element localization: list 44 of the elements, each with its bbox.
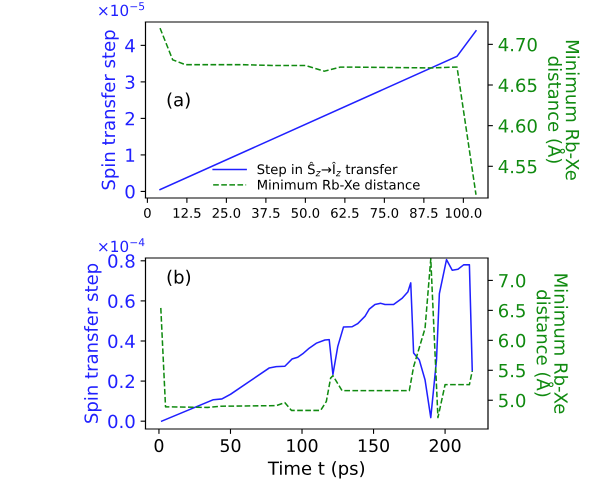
- x-tick-label: 100.0: [446, 208, 482, 218]
- y-tick-label: 0.8: [108, 254, 135, 268]
- x-tick-label: 12.5: [174, 208, 200, 218]
- x-tick-label: 62.5: [331, 208, 358, 218]
- text: ×10$^{−5}$: [99, 2, 144, 16]
- x-tick-label: 100: [287, 439, 318, 452]
- y2-tick-label: 6.5: [498, 304, 525, 318]
- y-tick-label: 4: [125, 39, 135, 52]
- y-tick-label: 2: [126, 112, 134, 126]
- y-tick-label: 0.6: [108, 294, 135, 308]
- y-tick-label: 0.4: [108, 334, 135, 348]
- y2-tick-label: 5.0: [499, 394, 526, 408]
- legend-label: Minimum Rb-Xe distance: [258, 180, 420, 190]
- y-tick-label: 0.2: [108, 374, 134, 388]
- y-axis-title: Spin transfer step: [101, 30, 119, 190]
- y2-tick-label: 5.5: [499, 364, 525, 378]
- y-tick-label: 1: [126, 148, 134, 162]
- x-axis-title: Time t (ps): [268, 461, 364, 479]
- y2-tick-label: 4.60: [498, 119, 537, 133]
- text: ×10$^{−4}$: [99, 238, 144, 252]
- y-tick-label: 3: [126, 75, 134, 89]
- x-tick-label: 200: [430, 439, 460, 452]
- y-axis-title: Spin transfer step: [84, 264, 102, 423]
- x-tick-label: 0: [154, 439, 164, 452]
- y-tick-label: 0.0: [108, 414, 135, 428]
- x-tick-label: 0: [144, 208, 151, 218]
- y2-tick-label: 7.0: [499, 274, 526, 288]
- annotation: (a): [168, 92, 190, 109]
- x-tick-label: 75.0: [370, 208, 398, 218]
- y2-tick-label: 4.65: [498, 78, 536, 92]
- y-tick-label: 0: [125, 184, 135, 199]
- x-tick-label: 37.5: [252, 208, 280, 218]
- x-tick-label: 150: [358, 439, 389, 452]
- y2-axis-title: Minimum Rb-Xe distance (Å): [546, 40, 580, 180]
- legend-label: Step in Ŝ$_{z}$→Î$_{z}$ transfer: [258, 162, 398, 177]
- y2-axis-title: Minimum Rb-Xe distance (Å): [534, 274, 568, 414]
- x-tick-label: 50: [220, 439, 240, 452]
- annotation: (b): [168, 270, 190, 286]
- x-tick-label: 50.0: [292, 208, 320, 218]
- x-tick-label: 87.5: [410, 208, 438, 218]
- x-tick-label: 25.0: [212, 208, 240, 218]
- y2-tick-label: 4.55: [498, 160, 536, 174]
- y2-tick-label: 6.0: [498, 334, 526, 348]
- y2-tick-label: 4.70: [498, 38, 537, 52]
